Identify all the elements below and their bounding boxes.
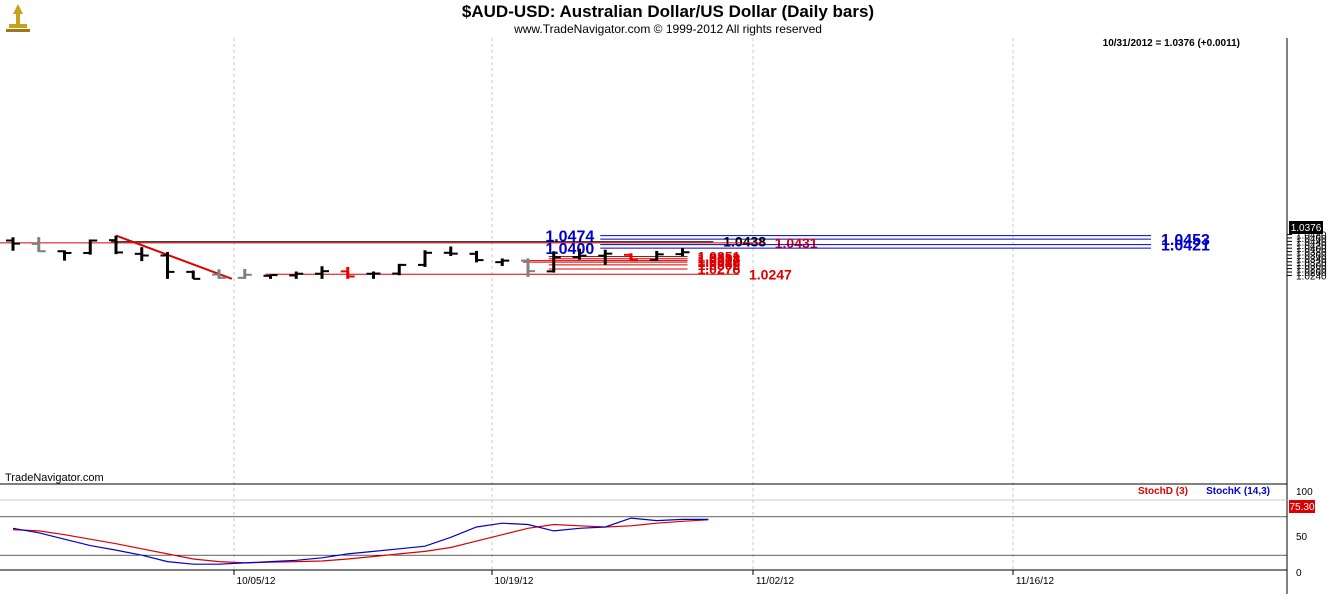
watermark-text: TradeNavigator.com	[5, 472, 104, 484]
ohlc-bars	[6, 235, 690, 280]
ohlc-bar	[675, 248, 690, 257]
ohlc-bar	[495, 258, 510, 267]
y-tick-label: 1.0420	[1296, 241, 1327, 252]
x-tick-label: 10/05/12	[237, 576, 276, 587]
ohlc-bar	[598, 249, 613, 265]
stoch-series-line	[12, 517, 709, 565]
stochastic-panel: 100 50 0	[0, 487, 1313, 579]
stoch-d-label: StochD (3)	[1138, 486, 1188, 497]
y-tick-label: 1.0260	[1296, 268, 1327, 279]
vertical-grid	[233, 38, 1014, 570]
level-label: 1.0338	[698, 251, 741, 267]
ohlc-bar	[31, 237, 46, 253]
ohlc-bar	[212, 269, 226, 279]
ohlc-bar	[134, 247, 149, 262]
last-price-box	[1289, 221, 1323, 234]
ohlc-bar	[109, 235, 123, 255]
level-label: 1.0431	[775, 235, 818, 251]
ohlc-bar	[83, 239, 98, 255]
ohlc-bar	[546, 251, 561, 273]
ohlc-bar	[160, 251, 175, 279]
trade-navigator-logo-icon	[6, 4, 30, 32]
ohlc-bar	[521, 258, 535, 277]
y-tick-label: 1.0460	[1296, 234, 1327, 245]
y-tick-label: 1.0320	[1296, 258, 1327, 269]
ohlc-bar	[366, 271, 381, 279]
ohlc-bar	[57, 250, 72, 261]
trendline	[115, 234, 233, 280]
y-tick-label: 1.0380	[1296, 248, 1327, 259]
last-price-label: 1.0376	[1291, 223, 1322, 234]
level-label: 1.0302	[698, 257, 741, 273]
level-label: 1.0318	[698, 254, 741, 270]
ohlc-bar	[392, 263, 407, 276]
ohlc-bar	[186, 270, 201, 280]
level-label: 1.0327	[698, 253, 741, 269]
ohlc-bar	[572, 248, 587, 260]
ohlc-bar	[315, 266, 329, 279]
chart-title: $AUD-USD: Australian Dollar/US Dollar (D…	[461, 2, 875, 21]
ohlc-bar	[418, 250, 432, 267]
ohlc-bar	[443, 246, 458, 257]
ohlc-bar	[237, 268, 252, 279]
y-tick-label: 1.0280	[1296, 265, 1327, 276]
date-axis: 10/05/12 10/19/12 11/02/12 11/16/12	[233, 570, 1055, 587]
level-label: 1.0278	[698, 261, 741, 277]
ohlc-bar	[624, 253, 638, 262]
y-tick-label: 1.0440	[1296, 237, 1327, 248]
stoch-y-tick-label: 100	[1296, 487, 1313, 498]
level-label: 1.0351	[698, 249, 741, 265]
stoch-value-label: 75.30	[1289, 502, 1314, 513]
trendline-group	[115, 234, 233, 280]
copyright-text: www.TradeNavigator.com © 1999-2012 All r…	[514, 22, 822, 36]
y-tick-label: 1.0300	[1296, 261, 1327, 272]
chart-header: $AUD-USD: Australian Dollar/US Dollar (D…	[0, 0, 1336, 38]
ohlc-bar	[340, 266, 355, 279]
stoch-y-tick-label: 50	[1296, 532, 1308, 543]
ohlc-bar	[649, 250, 664, 261]
stoch-series-line	[12, 519, 709, 564]
price-axis: 1.04801.04601.04401.04201.04001.03801.03…	[1287, 231, 1327, 282]
ohlc-bar	[289, 271, 304, 279]
y-tick-label: 1.0240	[1296, 271, 1327, 282]
level-label: 1.0400	[545, 241, 594, 258]
x-tick-label: 10/19/12	[495, 576, 534, 587]
last-info-text: 10/31/2012 = 1.0376 (+0.0011)	[1103, 38, 1240, 49]
ohlc-bar	[263, 274, 278, 279]
level-label: 1.0453	[1161, 232, 1210, 249]
y-tick-label: 1.0360	[1296, 251, 1327, 262]
ohlc-bar	[6, 237, 20, 251]
level-label: 1.0421	[1161, 238, 1210, 255]
stoch-y-tick-label: 0	[1296, 568, 1302, 579]
x-tick-label: 11/16/12	[1016, 576, 1055, 587]
stoch-value-box	[1289, 500, 1315, 513]
y-tick-label: 1.0400	[1296, 244, 1327, 255]
stoch-k-label: StochK (14,3)	[1206, 486, 1270, 497]
y-tick-label: 1.0340	[1296, 254, 1327, 265]
ohlc-bar	[469, 250, 484, 263]
level-label: 1.0247	[749, 266, 792, 282]
x-tick-label: 11/02/12	[756, 576, 795, 587]
level-label: 1.0438	[723, 234, 766, 250]
y-tick-label: 1.0480	[1296, 231, 1327, 242]
